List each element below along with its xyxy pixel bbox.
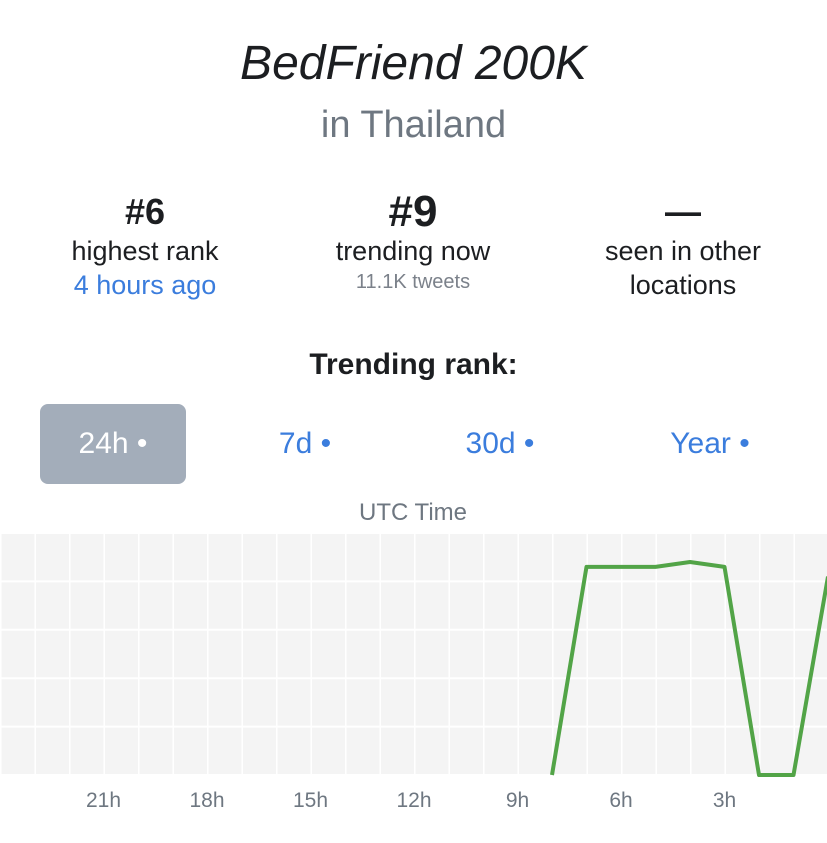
stat-value: #9 bbox=[388, 187, 438, 236]
x-tick-label: 12h bbox=[396, 789, 431, 812]
stat-label: trending now bbox=[335, 236, 491, 266]
stat: — seen in other locations bbox=[553, 190, 813, 302]
stat-label: seen in other locations bbox=[604, 236, 762, 300]
tab[interactable]: 30d • bbox=[465, 427, 535, 460]
stat-value: — bbox=[665, 191, 701, 232]
subtitle: in Thailand bbox=[320, 104, 507, 146]
tab[interactable]: Year • bbox=[670, 427, 750, 460]
x-tick-label: 3h bbox=[713, 789, 736, 812]
stat: #6 highest rank 4 hours ago bbox=[15, 190, 275, 302]
stat-label: highest rank bbox=[71, 236, 219, 266]
title: BedFriend 200K bbox=[240, 37, 587, 90]
x-tick-label: 15h bbox=[293, 789, 328, 812]
stat: #9 trending now 11.1K tweets bbox=[283, 190, 543, 296]
stat-detail: 11.1K tweets bbox=[355, 271, 471, 293]
section-title: Trending rank: bbox=[309, 348, 518, 381]
stat-detail[interactable]: 4 hours ago bbox=[73, 270, 217, 300]
x-tick-label: 9h bbox=[506, 789, 529, 812]
x-axis-label: UTC Time bbox=[359, 499, 467, 526]
plot-area bbox=[0, 533, 827, 775]
tab[interactable]: 24h • bbox=[40, 404, 186, 484]
x-tick-label: 21h bbox=[86, 789, 121, 812]
stat-value: #6 bbox=[124, 191, 166, 232]
x-tick-label: 18h bbox=[189, 789, 224, 812]
line bbox=[550, 560, 827, 777]
x-tick-label: 6h bbox=[609, 789, 632, 812]
tab[interactable]: 7d • bbox=[278, 427, 332, 460]
